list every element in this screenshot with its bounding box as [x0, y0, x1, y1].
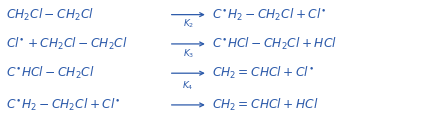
- Text: $\it{CH_2Cl-CH_2Cl}$: $\it{CH_2Cl-CH_2Cl}$: [6, 7, 94, 23]
- Text: $\it{C^{\bullet}HCl-CH_2Cl}$: $\it{C^{\bullet}HCl-CH_2Cl}$: [6, 65, 95, 81]
- Text: $\it{C^{\bullet}H_2-CH_2Cl+Cl^{\bullet}}$: $\it{C^{\bullet}H_2-CH_2Cl+Cl^{\bullet}}…: [212, 7, 326, 23]
- Text: $K_3$: $K_3$: [183, 47, 194, 60]
- Text: $\it{CH_2=CHCl+HCl}$: $\it{CH_2=CHCl+HCl}$: [212, 97, 319, 113]
- Text: $\it{Cl^{\bullet}+CH_2Cl-CH_2Cl}$: $\it{Cl^{\bullet}+CH_2Cl-CH_2Cl}$: [6, 36, 128, 52]
- Text: $K_4$: $K_4$: [182, 79, 194, 92]
- Text: $\it{C^{\bullet}H_2-CH_2Cl+Cl^{\bullet}}$: $\it{C^{\bullet}H_2-CH_2Cl+Cl^{\bullet}}…: [6, 97, 121, 113]
- Text: $\it{CH_2=CHCl+Cl^{\bullet}}$: $\it{CH_2=CHCl+Cl^{\bullet}}$: [212, 65, 314, 81]
- Text: $k_1$: $k_1$: [183, 0, 194, 1]
- Text: $\it{C^{\bullet}HCl-CH_2Cl+HCl}$: $\it{C^{\bullet}HCl-CH_2Cl+HCl}$: [212, 36, 337, 52]
- Text: $K_2$: $K_2$: [183, 18, 194, 30]
